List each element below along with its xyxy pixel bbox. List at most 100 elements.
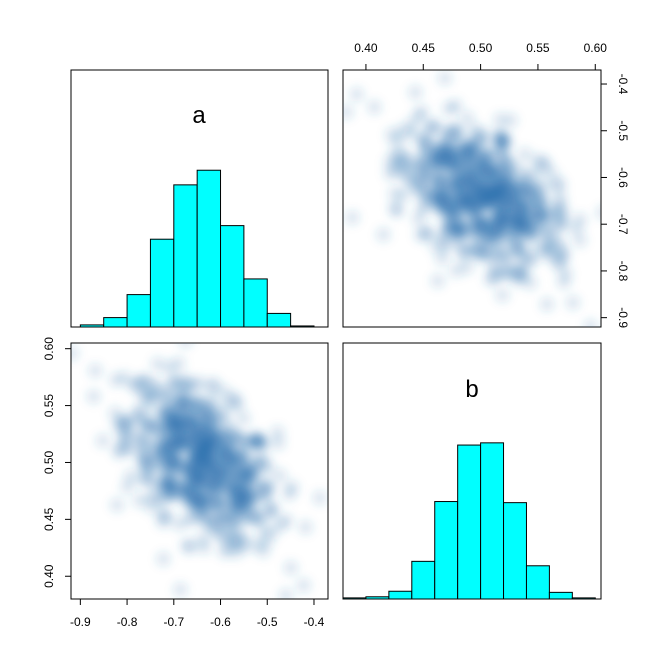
density-point: [483, 271, 499, 287]
density-point: [480, 229, 496, 245]
density-point: [95, 433, 111, 449]
density-point: [159, 477, 175, 493]
density-point: [470, 247, 486, 263]
density-point: [71, 345, 80, 361]
density-point: [186, 509, 202, 525]
density-point: [500, 177, 516, 193]
density-point: [135, 457, 151, 473]
density-point: [482, 172, 498, 188]
density-point: [438, 232, 454, 248]
top-tick-label: 0.55: [526, 41, 550, 55]
density-point: [539, 296, 555, 312]
density-point: [135, 373, 151, 389]
density-point: [174, 398, 190, 414]
density-point: [167, 437, 183, 453]
density-point: [263, 503, 279, 519]
density-point: [155, 429, 171, 445]
density-point: [447, 177, 463, 193]
density-point: [525, 225, 541, 241]
density-point: [344, 210, 360, 226]
density-point: [572, 232, 588, 248]
hist-a-bar: [266, 312, 292, 328]
density-point: [390, 133, 406, 149]
density-point: [296, 577, 312, 593]
variable-label-a: a: [192, 102, 206, 129]
density-point: [184, 432, 200, 448]
density-point: [269, 425, 285, 441]
density-point: [502, 266, 518, 282]
density-point: [278, 588, 294, 599]
density-point: [272, 468, 288, 484]
density-point: [418, 196, 434, 212]
density-point: [375, 227, 391, 243]
density-point: [120, 479, 136, 495]
density-point: [595, 205, 601, 220]
density-point: [181, 457, 197, 473]
density-point: [196, 448, 212, 464]
density-point: [87, 363, 103, 379]
density-point: [205, 428, 221, 444]
density-point: [583, 318, 599, 327]
density-point: [407, 84, 423, 100]
density-point: [387, 186, 403, 202]
variable-label-b: b: [465, 376, 478, 403]
bottom-tick-label: -0.4: [304, 615, 325, 629]
density-point: [525, 181, 541, 197]
density-point: [418, 224, 434, 240]
right-tick-label: -0.9: [616, 307, 630, 328]
density-point: [404, 172, 420, 188]
density-point: [494, 287, 510, 303]
density-point: [568, 220, 584, 236]
density-point: [458, 161, 474, 177]
density-point: [403, 118, 419, 134]
density-point: [513, 210, 529, 226]
density-point: [261, 482, 277, 498]
density-point: [452, 134, 468, 150]
density-point: [199, 506, 215, 522]
density-point: [172, 415, 188, 431]
density-point: [312, 490, 328, 506]
density-point: [116, 412, 132, 428]
density-point: [298, 519, 314, 535]
density-point: [417, 133, 433, 149]
density-point: [162, 360, 178, 376]
hist-b-bar: [503, 502, 527, 600]
density-point: [424, 119, 440, 135]
density-point: [459, 110, 475, 126]
density-point: [150, 356, 166, 372]
density-point: [132, 493, 148, 509]
density-point: [216, 384, 232, 400]
density-point: [213, 408, 229, 424]
density-point: [389, 203, 405, 219]
density-point: [172, 582, 188, 598]
density-point: [485, 259, 501, 275]
hist-a-bar: [79, 324, 105, 328]
density-point: [498, 227, 514, 243]
density-point: [450, 223, 466, 239]
density-point: [214, 504, 230, 520]
hist-a-bar: [173, 184, 198, 328]
axis-right-a: -0.9 -0.8 -0.7 -0.6 -0.5 -0.4: [600, 74, 630, 328]
density-point: [181, 484, 197, 500]
top-tick-label: 0.50: [469, 41, 493, 55]
density-point: [143, 388, 159, 404]
histogram-a: [79, 169, 315, 328]
density-point: [155, 551, 171, 567]
axis-left-b: 0.40 0.45 0.50 0.55 0.60: [42, 337, 72, 588]
hist-a-bar: [149, 238, 175, 328]
density-point: [235, 411, 251, 427]
density-point: [248, 475, 264, 491]
density-point: [551, 176, 567, 192]
density-point: [153, 447, 169, 463]
density-point: [226, 535, 242, 551]
top-tick-label: 0.60: [584, 41, 608, 55]
density-point: [383, 165, 399, 181]
right-tick-label: -0.8: [616, 261, 630, 282]
axis-top-b: 0.40 0.45 0.50 0.55 0.60: [354, 41, 608, 71]
density-point: [540, 239, 556, 255]
density-point: [392, 156, 408, 172]
density-point: [430, 273, 446, 289]
hist-b-bar: [365, 596, 390, 600]
density-point: [179, 537, 195, 553]
